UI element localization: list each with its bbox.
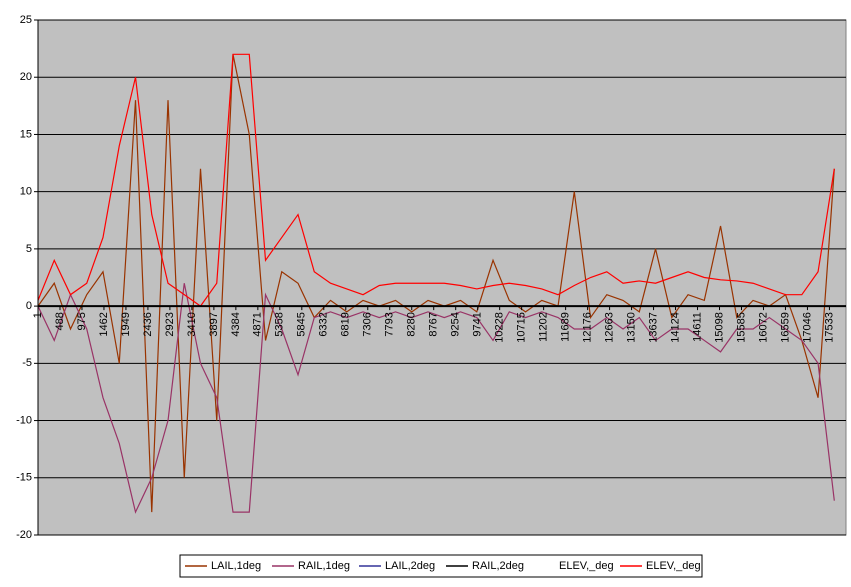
series-line (37, 54, 835, 513)
x-tick-label: 10228 (494, 312, 506, 343)
series-line (37, 283, 835, 514)
legend-label: RAIL,1deg (298, 560, 350, 572)
y-tick-label: 15 (20, 128, 32, 140)
plot-area (37, 19, 847, 536)
axes: -20 -15 -10 -5 0 5 10 15 20 25 1 488 975 1462 1949 2436… (16, 14, 846, 541)
x-tick-label: 6332 (318, 312, 330, 336)
x-tick-label: 1462 (98, 312, 110, 336)
x-tick-label: 7306 (362, 312, 374, 336)
x-tick-label: 2923 (164, 312, 176, 336)
series-line (37, 53, 835, 307)
legend-entries: LAIL,1deg RAIL,1deg LAIL,2deg RAIL,2deg ELEV… (185, 560, 701, 572)
x-tick-label: 12663 (603, 312, 615, 343)
x-tick-label: 10715 (516, 312, 528, 343)
x-tick-label: 11202 (538, 312, 550, 342)
y-tick-label: -10 (16, 414, 32, 426)
x-tick-label: 2436 (142, 312, 154, 336)
x-tick-label: 11689 (560, 312, 572, 342)
x-tick-label: 17533 (823, 312, 835, 343)
x-tick-label: 975 (76, 312, 88, 330)
x-tick-label: 16559 (779, 312, 791, 343)
y-tick-label: 5 (26, 243, 32, 255)
x-tick-label: 16072 (757, 312, 769, 343)
x-tick-label: 17046 (801, 312, 813, 343)
legend-label: RAIL,2deg (472, 560, 524, 572)
x-tick-label: 1949 (120, 312, 132, 336)
y-tick-label: 25 (20, 14, 32, 26)
y-tick-label: 20 (20, 71, 32, 83)
x-tick-label: 4384 (230, 312, 242, 336)
x-tick-label: 5358 (274, 312, 286, 336)
x-tick-label: 4871 (252, 312, 264, 336)
x-tick-label: 5845 (296, 312, 308, 336)
y-tick-label: -20 (16, 529, 32, 541)
legend-label: ELEV,_deg (559, 560, 614, 572)
x-tick-label: 13150 (625, 312, 637, 343)
x-tick-label: 15585 (735, 312, 747, 343)
x-tick-label: 12176 (582, 312, 594, 343)
x-tick-label: 14611 (691, 312, 703, 342)
x-tick-label: 488 (54, 312, 66, 330)
legend-label: LAIL,2deg (385, 560, 435, 572)
x-tick-label: 3410 (186, 312, 198, 336)
grid (38, 19, 846, 536)
x-tick-label: 13637 (647, 312, 659, 343)
y-tick-label: 0 (26, 300, 32, 312)
y-tick-label: 10 (20, 186, 32, 198)
x-tick-label: 9254 (450, 312, 462, 336)
x-tick-label: 6819 (340, 312, 352, 336)
x-tick-label: 9741 (472, 312, 484, 336)
x-tick-label: 8767 (428, 312, 440, 336)
x-tick-label: 14124 (669, 312, 681, 343)
x-tick-label: 7793 (384, 312, 396, 336)
legend-label: ELEV,_deg (646, 560, 701, 572)
x-tick-label: 1 (32, 312, 44, 318)
x-tick-label: 15098 (713, 312, 725, 343)
legend-label: LAIL,1deg (211, 560, 261, 572)
y-tick-label: -15 (16, 472, 32, 484)
legend (179, 554, 703, 578)
x-tick-label: 3897 (208, 312, 220, 336)
x-tick-label: 8280 (406, 312, 418, 336)
y-tick-label: -5 (22, 357, 32, 369)
